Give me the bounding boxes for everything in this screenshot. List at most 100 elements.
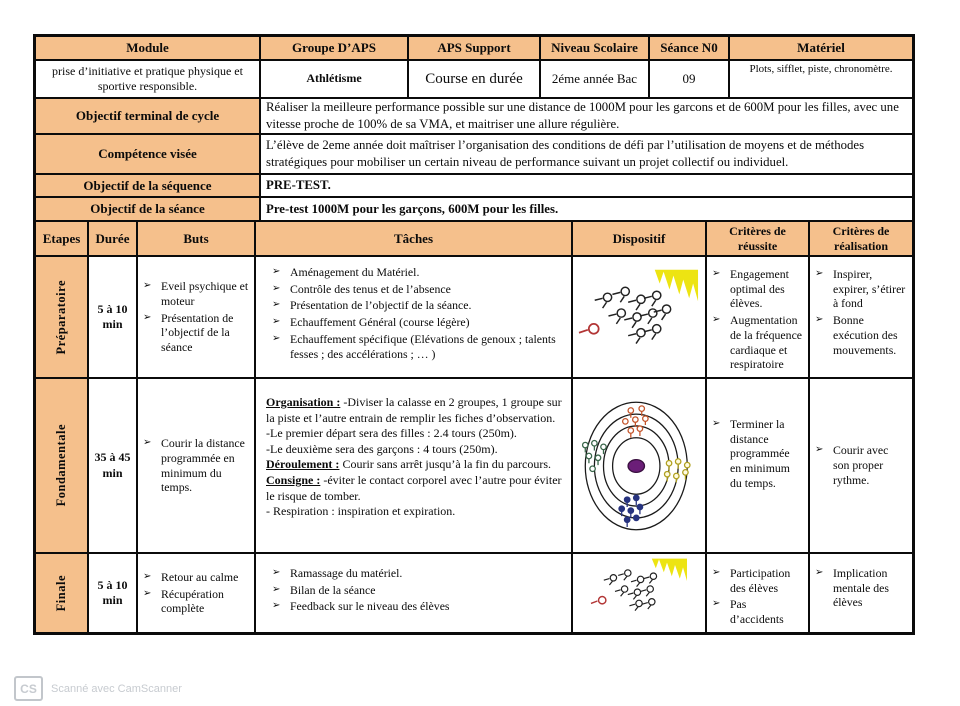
objectif-sequence-label: Objectif de la séquence [35, 174, 260, 197]
realisation-fondamentale: ➢ Courir avec son proper rythme. [809, 378, 913, 553]
runner-group-orange [621, 404, 649, 438]
taches-preparatoire: ➢ Aménagement du Matériel. ➢ Contrôle des … [255, 256, 572, 378]
critere-text: Bonne exécution des mouvements. [833, 313, 898, 357]
but-text: Retour au calme [161, 569, 239, 584]
tache-text: Contrôle des tenus et de l’absence [290, 281, 451, 296]
bullet-icon: ➢ [272, 316, 281, 328]
competence-visee-row: Compétence visée L’élève de 2eme année d… [35, 134, 913, 174]
value-aps-support: Course en durée [408, 60, 540, 98]
but-text: Récupération complète [161, 586, 224, 616]
but-text: Eveil psychique et moteur [161, 279, 249, 308]
tache-text: Echauffement Général (course légère) [290, 315, 470, 330]
bullet-icon: ➢ [143, 437, 152, 449]
tache-section-label: Consigne : [266, 472, 321, 487]
duree-fondamentale: 35 à 45 min [88, 378, 137, 553]
tache-text: Ramassage du matériel. [290, 566, 403, 580]
header-materiel: Matériel [729, 36, 913, 60]
list-item: ➢ Terminer la distance programmée en mini… [712, 417, 803, 491]
header-duree: Durée [88, 221, 137, 256]
reussite-finale: ➢ Participation des élèves ➢ Pas d’acciden… [706, 553, 809, 633]
bullet-icon: ➢ [712, 598, 721, 610]
track-center [627, 458, 646, 473]
tache-text: Feedback sur le niveau des élèves [290, 599, 450, 614]
list-item: ➢ Echauffement Général (course légère) [272, 315, 563, 330]
dispositif-fondamentale [572, 378, 706, 553]
camscanner-logo-icon: CS [14, 676, 43, 701]
critere-text: Implication mentale des élèves [833, 566, 890, 610]
etape-label: Fondamentale [54, 424, 68, 507]
table-row-preparatoire: Préparatoire 5 à 10 min ➢ Eveil psychique… [35, 256, 913, 378]
header-dispositif: Dispositif [572, 221, 706, 256]
etape-label: Finale [54, 574, 68, 612]
bullet-icon: ➢ [815, 567, 824, 578]
dispositif-track-diagram [581, 401, 691, 530]
etape-preparatoire: Préparatoire [35, 256, 88, 378]
taches-fondamentale: Organisation : -Diviser la calasse en 2 … [255, 378, 572, 553]
critere-text: Courir avec son proper rythme. [833, 443, 889, 487]
duree-finale: 5 à 10 min [88, 553, 137, 633]
objectif-sequence-row: Objectif de la séquence PRE-TEST. [35, 174, 913, 197]
header-niveau-scolaire: Niveau Scolaire [540, 36, 649, 60]
list-item: ➢ Engagement optimal des élèves. [712, 267, 803, 311]
bullet-icon: ➢ [272, 299, 281, 311]
critere-text: Engagement optimal des élèves. [730, 267, 789, 311]
value-groupe-aps: Athlétisme [260, 60, 408, 98]
list-item: ➢ Eveil psychique et moteur [143, 279, 249, 308]
list-item: ➢ Contrôle des tenus et de l’absence [272, 282, 563, 297]
sun-icon [651, 558, 687, 581]
value-seance-no: 09 [649, 60, 729, 98]
dispositif-finale [572, 553, 706, 633]
header-taches: Tâches [255, 221, 572, 256]
bullet-icon: ➢ [815, 268, 824, 279]
header-buts: Buts [137, 221, 255, 256]
bullet-icon: ➢ [712, 314, 721, 326]
tache-text: Bilan de la séance [290, 582, 376, 597]
etape-finale: Finale [35, 553, 88, 633]
runner-figures [603, 569, 658, 611]
critere-text: Pas d’accidents [730, 597, 784, 627]
bullet-icon: ➢ [143, 570, 152, 582]
buts-fondamentale: ➢ Courir la distance programmée en minimu… [137, 378, 255, 553]
runner-group-yellow [663, 457, 691, 482]
value-module: prise d’initiative et pratique physique … [35, 60, 260, 98]
tache-text: Courir sans arrêt jusqu’à la fin du parc… [339, 457, 552, 472]
list-item: ➢ Bilan de la séance [272, 583, 563, 598]
header-criteres-realisation: Critères de réalisation [809, 221, 913, 256]
bullet-icon: ➢ [712, 418, 721, 429]
critere-text: Participation des élèves [730, 566, 791, 595]
list-item: ➢ Pas d’accidents [712, 597, 803, 626]
competence-visee-label: Compétence visée [35, 134, 260, 174]
list-item: ➢ Ramassage du matériel. [272, 566, 563, 581]
bullet-icon: ➢ [712, 268, 721, 279]
table-row-finale: Finale 5 à 10 min ➢ Retour au calme ➢ Récu… [35, 553, 913, 633]
header-seance-no: Séance N0 [649, 36, 729, 60]
bullet-icon: ➢ [272, 332, 281, 344]
objectif-seance-text: Pre-test 1000M pour les garçons, 600M po… [260, 197, 913, 221]
but-text: Présentation de l’objectif de la séance [161, 310, 234, 355]
tache-text: Présentation de l’objectif de la séance. [290, 298, 472, 313]
bullet-icon: ➢ [272, 266, 281, 277]
critere-text: Inspirer, expirer, s’étirer à fond [833, 267, 906, 311]
tache-text: -éviter le contact corporel avec l’autre… [266, 472, 562, 503]
list-item: ➢ Augmentation de la fréquence cardiaque … [712, 313, 803, 372]
list-item: ➢ Participation des élèves [712, 566, 803, 595]
list-item: ➢ Récupération complète [143, 587, 249, 616]
watermark-text: Scanné avec CamScanner [51, 682, 182, 695]
etape-label: Préparatoire [54, 279, 68, 355]
realisation-preparatoire: ➢ Inspirer, expirer, s’étirer à fond ➢ Bon… [809, 256, 913, 378]
objectif-terminal-row: Objectif terminal de cycle Réaliser la m… [35, 98, 913, 134]
bullet-icon: ➢ [143, 280, 152, 292]
critere-text: Augmentation de la fréquence cardiaque e… [730, 313, 803, 372]
main-table-header: Etapes Durée Buts Tâches Dispositif Crit… [35, 221, 913, 256]
runner-group-blue [618, 493, 644, 527]
objectif-terminal-label: Objectif terminal de cycle [35, 98, 260, 134]
list-item: ➢ Courir la distance programmée en minimu… [143, 436, 249, 495]
list-item: ➢ Inspirer, expirer, s’étirer à fond [815, 267, 907, 311]
list-item: ➢ Echauffement spécifique (Elévations de … [272, 332, 563, 361]
competence-visee-text: L’élève de 2eme année doit maîtriser l’o… [260, 134, 913, 174]
tache-text: -Diviser la calasse en 2 groupes, 1 grou… [266, 395, 562, 425]
tache-text: Aménagement du Matériel. [290, 265, 420, 279]
but-text: Courir la distance programmée en minimum… [161, 436, 245, 495]
list-item: ➢ Présentation de l’objectif de la séance… [272, 298, 563, 313]
